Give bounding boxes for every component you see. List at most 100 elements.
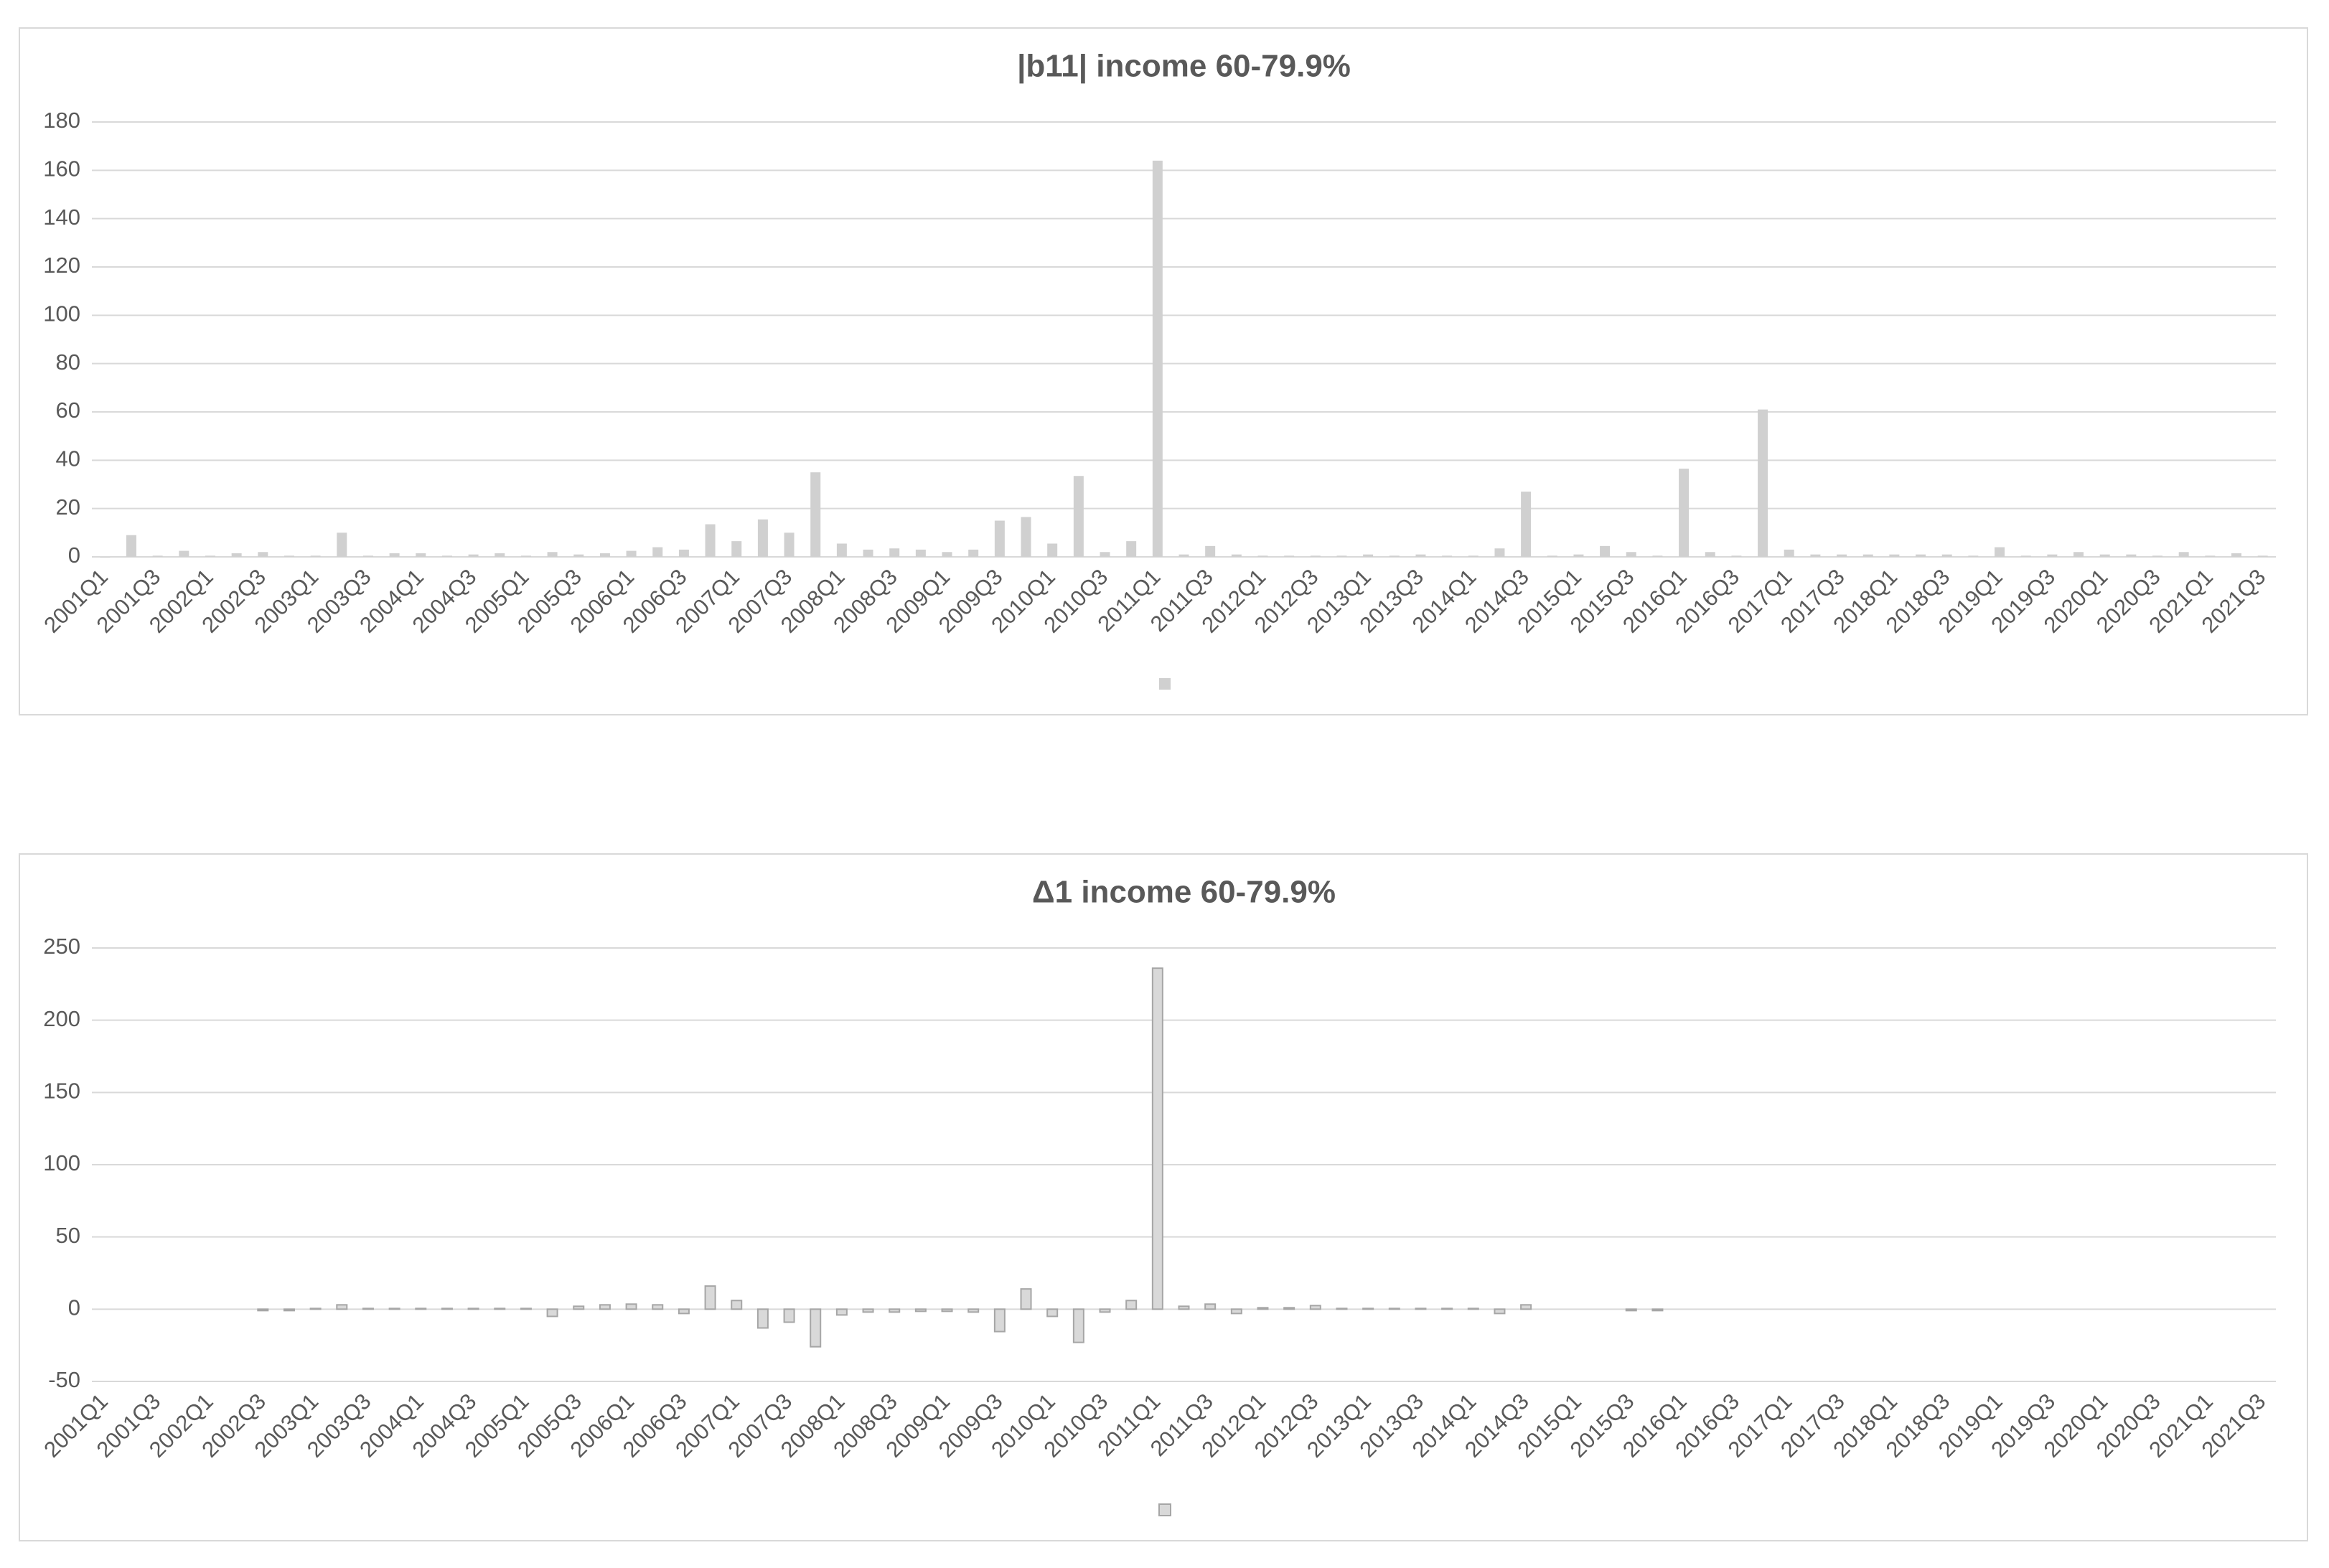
bar [1916, 554, 1926, 557]
y-tick-label: 250 [43, 934, 80, 959]
legend-swatch [1159, 678, 1171, 690]
bar [1205, 545, 1216, 557]
bar [2178, 552, 2189, 557]
y-tick-label: 100 [43, 301, 80, 327]
y-tick-label: 50 [56, 1223, 80, 1248]
bar [810, 1308, 822, 1348]
bar [784, 532, 795, 557]
bar [1336, 1308, 1348, 1310]
bar [1020, 1288, 1032, 1310]
bar [337, 532, 347, 557]
bar [1995, 547, 2005, 557]
bar [862, 1308, 874, 1313]
bar [1310, 555, 1321, 557]
bar [1230, 1308, 1242, 1315]
bar [626, 550, 637, 557]
bar [1283, 1307, 1295, 1310]
bar [1625, 1308, 1637, 1312]
bar [678, 1308, 690, 1315]
bar [1021, 517, 1031, 557]
y-tick-label: 180 [43, 108, 80, 133]
bar [362, 1308, 374, 1310]
bar [257, 1308, 269, 1312]
bar [1046, 1308, 1059, 1318]
bar [1388, 1308, 1400, 1310]
bar [889, 548, 900, 557]
bar [2152, 555, 2163, 557]
bar [283, 1308, 295, 1312]
bar [468, 554, 479, 557]
bar [1731, 555, 1742, 557]
bar [388, 1308, 400, 1310]
bar [1810, 554, 1821, 557]
bar [520, 1308, 532, 1310]
bar [731, 1300, 743, 1310]
bar [1284, 555, 1295, 557]
bar [1573, 554, 1584, 557]
bar [1415, 554, 1426, 557]
bar [1758, 409, 1768, 557]
bar [2257, 555, 2268, 557]
y-tick-label: 60 [56, 398, 80, 423]
bar [993, 1308, 1006, 1333]
bar [1494, 548, 1505, 557]
bar [389, 553, 400, 557]
bar [2099, 554, 2110, 557]
bar [2231, 553, 2242, 557]
bar [1125, 1300, 1138, 1310]
bar [1363, 554, 1374, 557]
chart-frame [19, 853, 2308, 1541]
bar [915, 549, 926, 557]
bar [863, 549, 873, 557]
bar [968, 549, 979, 557]
bar [336, 1304, 348, 1310]
bar [231, 553, 242, 557]
bar [520, 555, 531, 557]
bar [1072, 1308, 1084, 1343]
bar [889, 1308, 901, 1313]
y-tick-label: 160 [43, 156, 80, 182]
y-tick-label: 150 [43, 1079, 80, 1104]
bar [573, 554, 584, 557]
bar [1862, 554, 1873, 557]
y-tick-label: 200 [43, 1006, 80, 1031]
legend-swatch [1158, 1503, 1171, 1516]
bar [1231, 554, 1242, 557]
bar [2126, 554, 2137, 557]
bar [310, 555, 321, 557]
bar [179, 550, 189, 557]
bar [152, 555, 163, 557]
bar [1468, 555, 1479, 557]
bar [756, 1308, 769, 1329]
bar [362, 555, 373, 557]
bar [1520, 1304, 1532, 1310]
bar [625, 1303, 637, 1310]
bar [1547, 555, 1557, 557]
bar [599, 553, 610, 557]
bar [678, 549, 689, 557]
bar [1415, 1308, 1427, 1310]
bar [100, 557, 111, 558]
y-tick-label: 140 [43, 205, 80, 230]
bar [205, 555, 215, 557]
bar [652, 547, 663, 557]
bar [599, 1304, 611, 1310]
y-tick-label: 0 [68, 1295, 80, 1320]
bar [573, 1305, 585, 1310]
bar [967, 1308, 980, 1313]
y-tick-label: 40 [56, 446, 80, 471]
bar [494, 1308, 506, 1310]
y-tick-label: 100 [43, 1150, 80, 1175]
bar [1178, 554, 1189, 557]
bar [495, 553, 505, 557]
bar [2047, 554, 2058, 557]
bar [1152, 160, 1163, 557]
bar [1652, 555, 1663, 557]
bar [1784, 549, 1794, 557]
bar [1968, 555, 1979, 557]
bar [283, 555, 294, 557]
bar [836, 543, 847, 557]
bar [1151, 967, 1163, 1310]
bar [547, 552, 558, 557]
